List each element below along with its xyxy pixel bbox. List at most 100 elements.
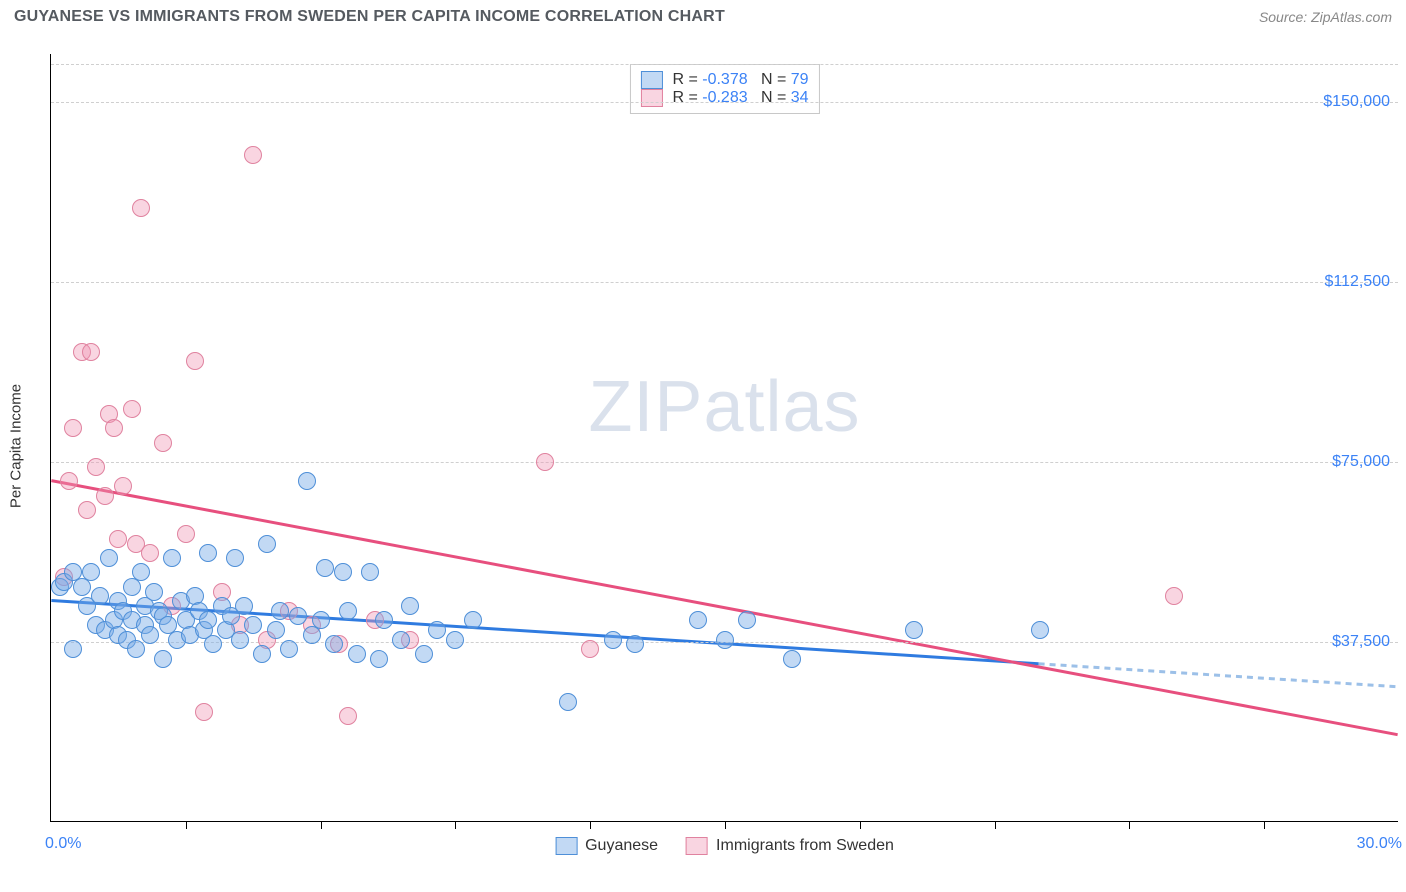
x-tick	[860, 821, 861, 829]
data-point-guyanese	[235, 597, 253, 615]
data-point-sweden	[123, 400, 141, 418]
data-point-sweden	[581, 640, 599, 658]
trend-lines	[51, 54, 1398, 821]
data-point-sweden	[177, 525, 195, 543]
data-point-sweden	[96, 487, 114, 505]
data-point-guyanese	[204, 635, 222, 653]
data-point-guyanese	[464, 611, 482, 629]
grid-line	[51, 282, 1398, 283]
data-point-sweden	[132, 199, 150, 217]
data-point-sweden	[339, 707, 357, 725]
data-point-sweden	[1165, 587, 1183, 605]
data-point-guyanese	[226, 549, 244, 567]
data-point-guyanese	[267, 621, 285, 639]
legend-row-guyanese: R = -0.378 N = 79	[640, 71, 808, 89]
data-point-guyanese	[100, 549, 118, 567]
data-point-guyanese	[370, 650, 388, 668]
data-point-sweden	[195, 703, 213, 721]
data-point-guyanese	[154, 650, 172, 668]
data-point-sweden	[87, 458, 105, 476]
x-tick	[590, 821, 591, 829]
data-point-guyanese	[271, 602, 289, 620]
data-point-guyanese	[163, 549, 181, 567]
data-point-sweden	[78, 501, 96, 519]
data-point-guyanese	[604, 631, 622, 649]
data-point-guyanese	[334, 563, 352, 581]
x-min-label: 0.0%	[45, 835, 81, 853]
data-point-guyanese	[132, 563, 150, 581]
data-point-guyanese	[738, 611, 756, 629]
data-point-guyanese	[339, 602, 357, 620]
data-point-sweden	[64, 419, 82, 437]
x-tick	[995, 821, 996, 829]
data-point-guyanese	[141, 626, 159, 644]
series-legend-item-sweden: Immigrants from Sweden	[686, 837, 894, 855]
data-point-guyanese	[199, 611, 217, 629]
data-point-guyanese	[64, 640, 82, 658]
grid-line	[51, 102, 1398, 103]
data-point-guyanese	[626, 635, 644, 653]
data-point-guyanese	[244, 616, 262, 634]
y-tick-label: $75,000	[1332, 453, 1390, 471]
legend-row-sweden: R = -0.283 N = 34	[640, 89, 808, 107]
chart-title: GUYANESE VS IMMIGRANTS FROM SWEDEN PER C…	[14, 8, 725, 26]
data-point-sweden	[186, 352, 204, 370]
data-point-sweden	[109, 530, 127, 548]
y-tick-label: $37,500	[1332, 633, 1390, 651]
data-point-guyanese	[375, 611, 393, 629]
legend-swatch	[555, 837, 577, 855]
data-point-guyanese	[298, 472, 316, 490]
data-point-guyanese	[312, 611, 330, 629]
data-point-guyanese	[199, 544, 217, 562]
series-legend-item-guyanese: Guyanese	[555, 837, 658, 855]
data-point-guyanese	[783, 650, 801, 668]
x-tick	[186, 821, 187, 829]
x-tick	[321, 821, 322, 829]
x-tick	[725, 821, 726, 829]
x-max-label: 30.0%	[1357, 835, 1402, 853]
data-point-guyanese	[689, 611, 707, 629]
data-point-guyanese	[446, 631, 464, 649]
data-point-guyanese	[82, 563, 100, 581]
scatter-chart: ZIPatlas R = -0.378 N = 79R = -0.283 N =…	[50, 54, 1398, 822]
data-point-guyanese	[289, 607, 307, 625]
data-point-sweden	[105, 419, 123, 437]
data-point-guyanese	[428, 621, 446, 639]
data-point-sweden	[536, 453, 554, 471]
data-point-sweden	[154, 434, 172, 452]
y-tick-label: $150,000	[1323, 93, 1390, 111]
data-point-guyanese	[258, 535, 276, 553]
grid-line	[51, 462, 1398, 463]
data-point-guyanese	[91, 587, 109, 605]
data-point-sweden	[60, 472, 78, 490]
data-point-guyanese	[325, 635, 343, 653]
data-point-guyanese	[348, 645, 366, 663]
data-point-guyanese	[253, 645, 271, 663]
x-tick	[1264, 821, 1265, 829]
data-point-guyanese	[716, 631, 734, 649]
data-point-guyanese	[316, 559, 334, 577]
data-point-guyanese	[361, 563, 379, 581]
data-point-guyanese	[145, 583, 163, 601]
y-axis-label: Per Capita Income	[8, 384, 25, 508]
data-point-guyanese	[401, 597, 419, 615]
series-legend-label: Immigrants from Sweden	[716, 837, 894, 855]
x-tick	[1129, 821, 1130, 829]
correlation-legend: R = -0.378 N = 79R = -0.283 N = 34	[629, 64, 819, 114]
data-point-sweden	[244, 146, 262, 164]
data-point-guyanese	[127, 640, 145, 658]
source-label: Source: ZipAtlas.com	[1259, 9, 1392, 25]
y-tick-label: $112,500	[1324, 273, 1390, 291]
data-point-sweden	[82, 343, 100, 361]
data-point-sweden	[141, 544, 159, 562]
legend-swatch	[640, 89, 662, 107]
data-point-guyanese	[559, 693, 577, 711]
legend-swatch	[640, 71, 662, 89]
grid-line	[51, 64, 1398, 65]
x-tick	[455, 821, 456, 829]
legend-swatch	[686, 837, 708, 855]
data-point-sweden	[114, 477, 132, 495]
data-point-guyanese	[231, 631, 249, 649]
data-point-guyanese	[415, 645, 433, 663]
series-legend-label: Guyanese	[585, 837, 658, 855]
